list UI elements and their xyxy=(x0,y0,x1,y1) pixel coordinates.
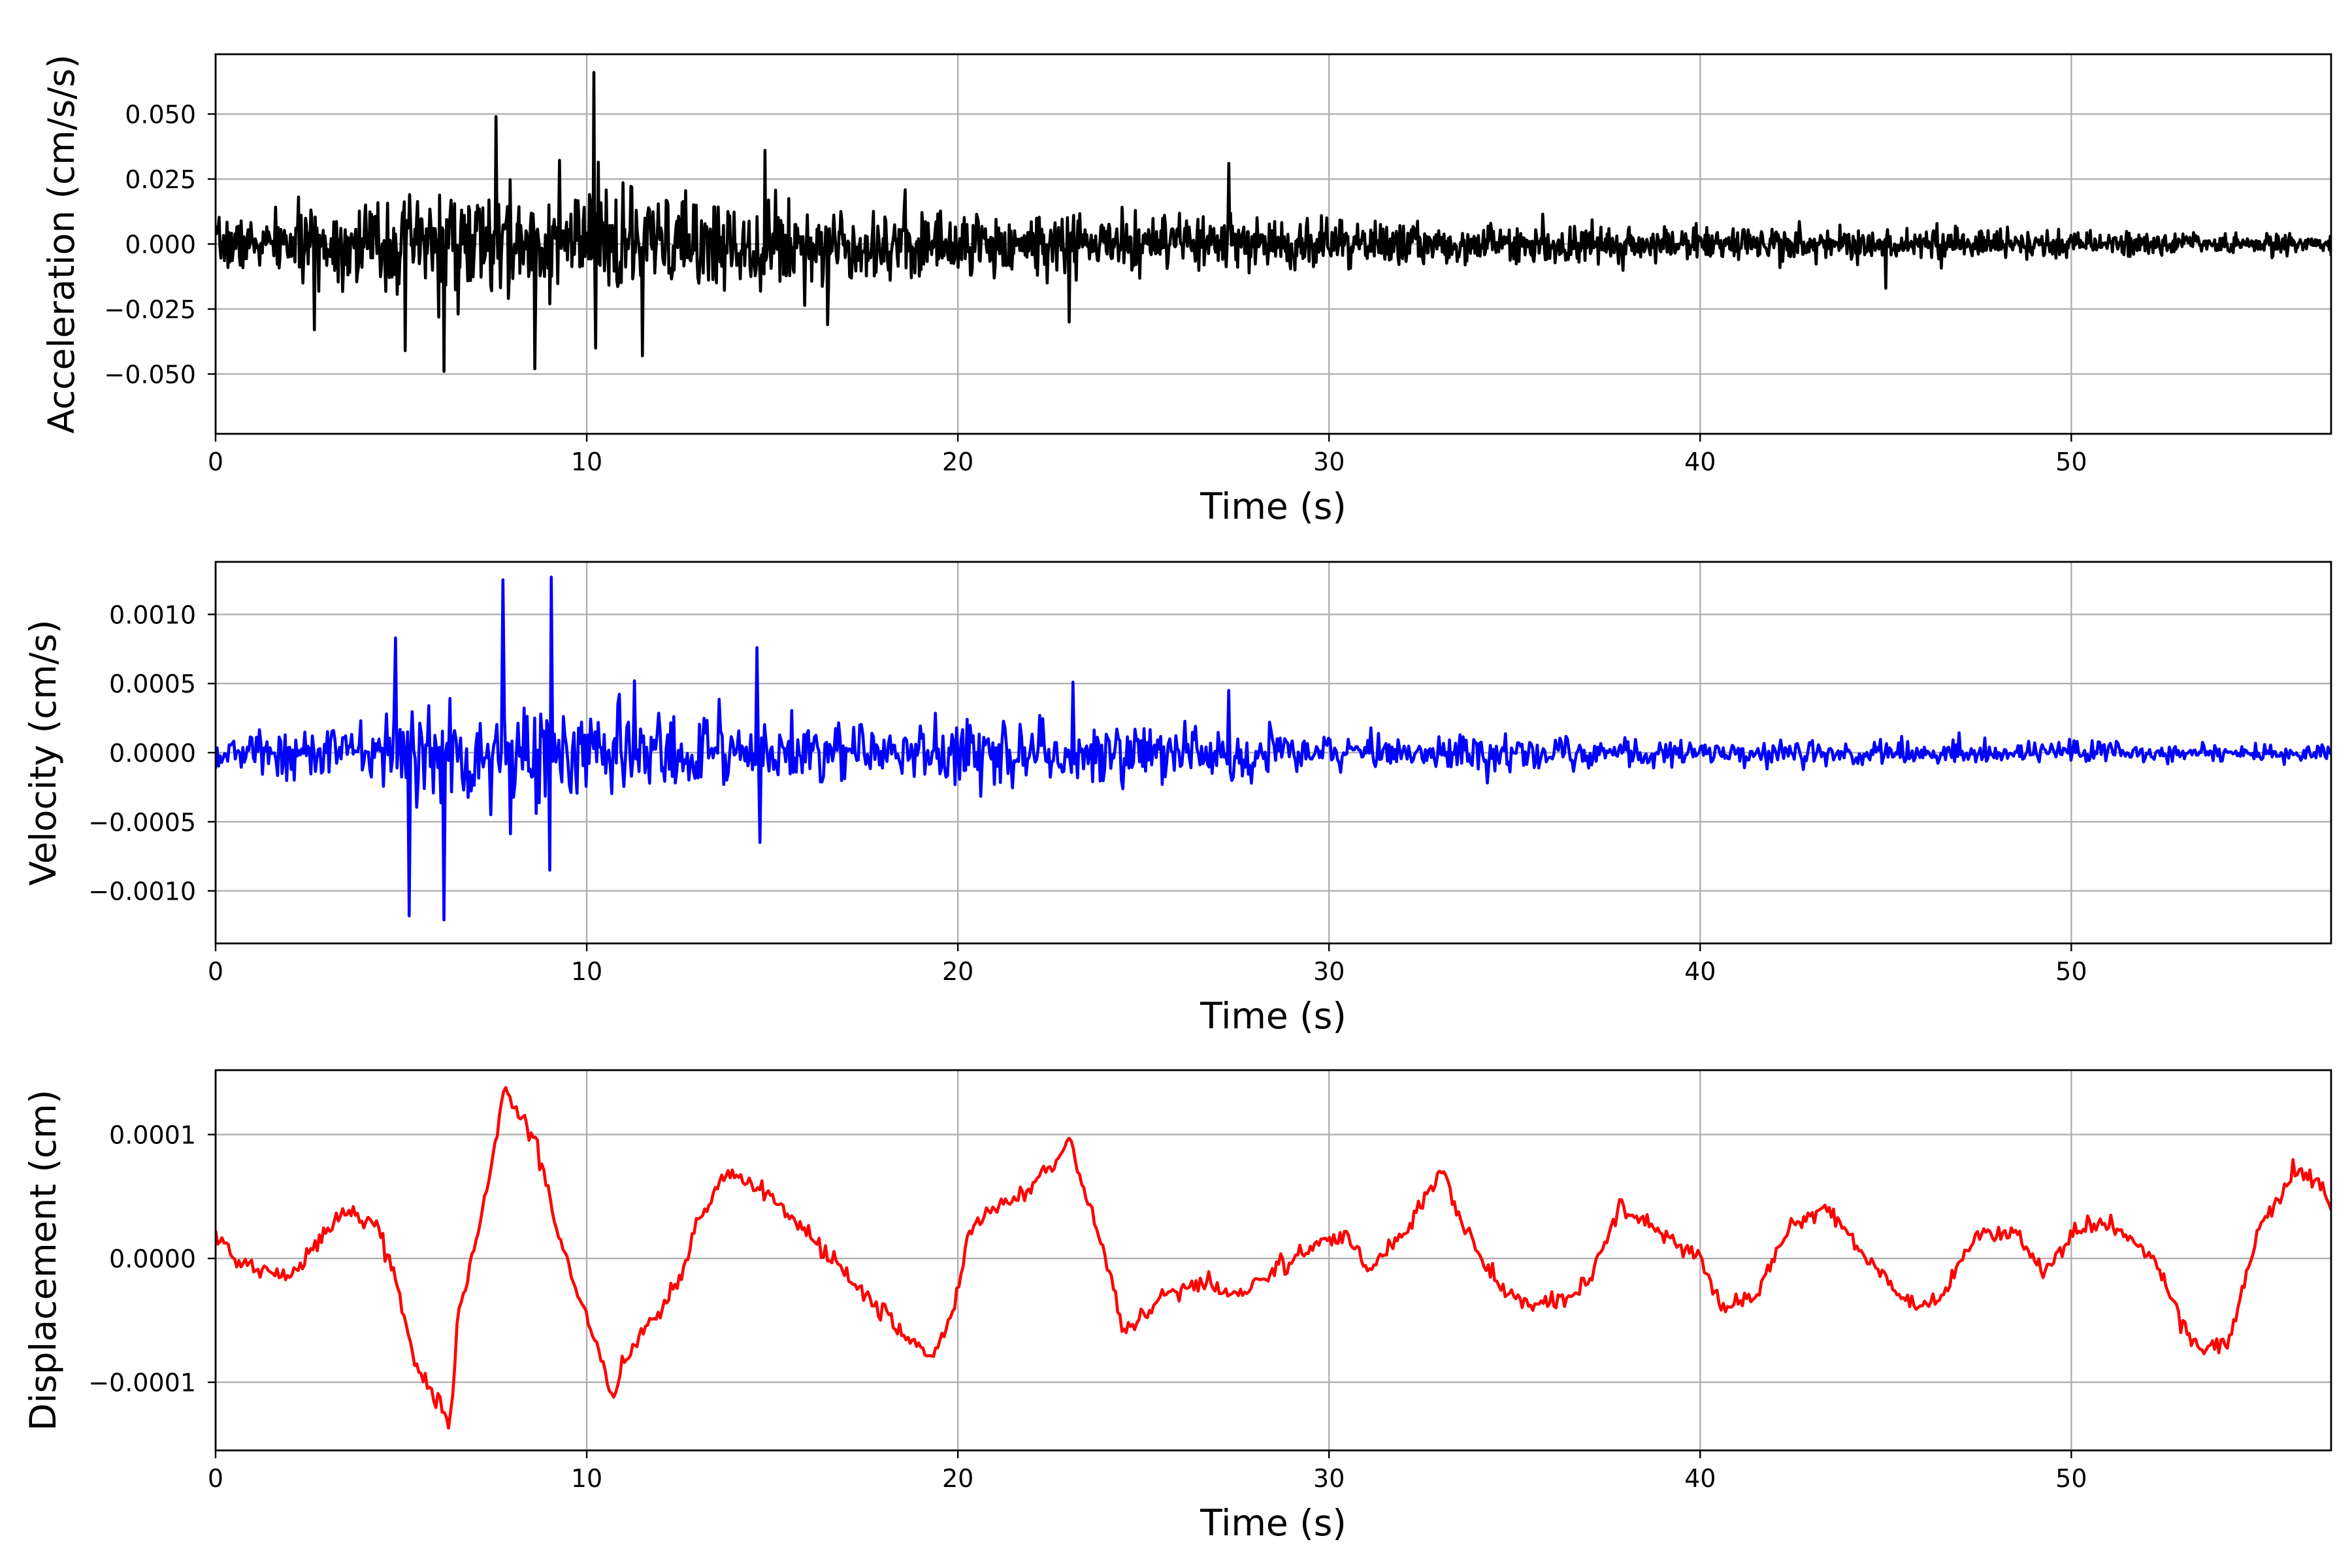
acceleration-xtick-label: 50 xyxy=(2055,448,2087,476)
displacement-xtick-label: 30 xyxy=(1313,1464,1345,1493)
velocity-xtick-label: 40 xyxy=(1684,957,1716,986)
displacement-xtick-label: 10 xyxy=(571,1464,602,1493)
velocity-ytick-label: 0.0005 xyxy=(109,670,196,698)
velocity-ytick-label: 0.0010 xyxy=(109,600,196,629)
displacement-ytick-label: 0.0001 xyxy=(109,1121,196,1150)
velocity-ytick-label: −0.0010 xyxy=(88,877,196,906)
acceleration-ytick-label: −0.025 xyxy=(104,295,196,324)
velocity-xtick-label: 10 xyxy=(571,957,602,986)
velocity-xtick-label: 0 xyxy=(208,957,223,986)
acceleration-series-line xyxy=(216,71,2331,373)
acceleration-xtick-label: 20 xyxy=(942,448,973,476)
acceleration-ytick-label: 0.025 xyxy=(125,165,196,194)
displacement-xtick-label: 40 xyxy=(1684,1464,1716,1493)
displacement-panel: 0 10 20 30 40 50 −0.0001 0.0000 0.0001 Time (s) Di… xyxy=(22,1069,2332,1544)
displacement-xaxis-label: Time (s) xyxy=(1200,1502,1347,1544)
velocity-yaxis-label: Velocity (cm/s) xyxy=(22,619,64,885)
acceleration-ytick-label: −0.050 xyxy=(104,360,196,389)
velocity-xtick-label: 30 xyxy=(1313,957,1345,986)
acceleration-ytick-label: 0.000 xyxy=(125,231,196,259)
displacement-xtick-label: 50 xyxy=(2055,1464,2087,1493)
displacement-xtick-label: 20 xyxy=(942,1464,973,1493)
displacement-axes-frame xyxy=(214,1069,2332,1452)
acceleration-xtick-label: 0 xyxy=(208,448,223,476)
velocity-ytick-label: −0.0005 xyxy=(88,808,196,837)
acceleration-yaxis-label: Acceleration (cm/s/s) xyxy=(41,54,82,433)
displacement-series-line xyxy=(216,1086,2331,1430)
velocity-xtick-label: 20 xyxy=(942,957,973,986)
acceleration-xtick-label: 30 xyxy=(1313,448,1345,476)
acceleration-xtick-label: 40 xyxy=(1684,448,1716,476)
acceleration-panel: 0 10 20 30 40 50 −0.050 −0.025 0.000 0.025 0.050 Ti… xyxy=(41,53,2332,527)
velocity-panel: 0 10 20 30 40 50 −0.0010 −0.0005 0.0000 0.0005 0.0… xyxy=(22,561,2332,1037)
displacement-ytick-label: 0.0000 xyxy=(109,1245,196,1273)
acceleration-xaxis-label: Time (s) xyxy=(1200,485,1347,527)
displacement-xtick-label: 0 xyxy=(208,1464,223,1493)
velocity-series-line xyxy=(216,576,2331,922)
velocity-xaxis-label: Time (s) xyxy=(1200,995,1347,1037)
displacement-ytick-label: −0.0001 xyxy=(88,1369,196,1397)
velocity-xtick-label: 50 xyxy=(2055,957,2087,986)
velocity-ytick-label: 0.0000 xyxy=(109,739,196,768)
acceleration-xtick-label: 10 xyxy=(571,448,602,476)
acceleration-ytick-label: 0.050 xyxy=(125,101,196,129)
displacement-yaxis-label: Displacement (cm) xyxy=(22,1090,64,1431)
